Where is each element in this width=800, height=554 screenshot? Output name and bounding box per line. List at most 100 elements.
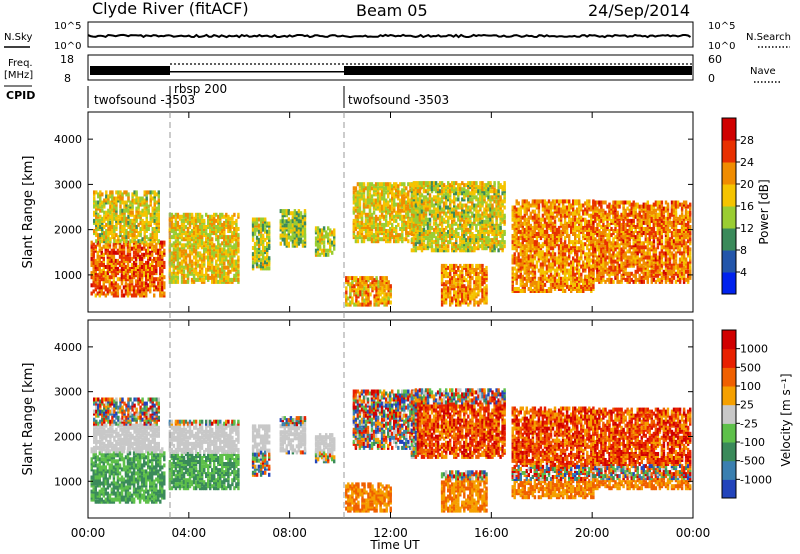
power-cell bbox=[453, 197, 456, 202]
power-cell bbox=[223, 237, 226, 242]
power-cell bbox=[495, 203, 498, 208]
power-cell bbox=[264, 266, 267, 271]
power-cell bbox=[119, 190, 122, 195]
power-cell bbox=[196, 237, 200, 242]
power-cell bbox=[455, 302, 458, 307]
power-cell bbox=[399, 214, 402, 219]
power-cell bbox=[399, 227, 402, 231]
power-cell bbox=[237, 227, 240, 231]
power-cell bbox=[527, 236, 530, 241]
power-cell bbox=[529, 225, 532, 230]
power-cell bbox=[440, 199, 444, 204]
power-cell bbox=[303, 231, 307, 236]
power-cell bbox=[503, 191, 506, 196]
power-cell bbox=[170, 218, 174, 223]
power-cell bbox=[233, 227, 236, 231]
power-cell bbox=[155, 269, 158, 274]
power-cell bbox=[395, 239, 398, 244]
power-cell bbox=[362, 237, 366, 242]
power-cell bbox=[145, 208, 148, 213]
power-cell bbox=[180, 214, 184, 219]
power-cell bbox=[355, 288, 358, 293]
power-cell bbox=[493, 187, 496, 192]
power-cell bbox=[130, 279, 134, 284]
power-cell bbox=[416, 191, 420, 196]
power-cell bbox=[535, 232, 539, 236]
power-cell bbox=[139, 220, 142, 225]
power-cell bbox=[440, 223, 444, 228]
power-cell bbox=[136, 265, 140, 269]
power-cell bbox=[487, 219, 490, 224]
power-cell bbox=[138, 254, 142, 259]
power-cell bbox=[133, 198, 136, 203]
power-cell bbox=[551, 242, 555, 247]
power-cell bbox=[141, 202, 144, 207]
power-cell bbox=[253, 221, 257, 226]
power-cell bbox=[407, 212, 410, 217]
power-cell bbox=[533, 234, 537, 238]
power-cell bbox=[449, 225, 452, 230]
power-cell bbox=[369, 282, 372, 287]
power-cell bbox=[219, 279, 222, 284]
power-cell bbox=[551, 232, 555, 236]
power-cell bbox=[487, 242, 490, 247]
power-cell bbox=[493, 225, 496, 230]
power-cell bbox=[113, 204, 116, 209]
power-cell bbox=[122, 263, 126, 267]
power-cell bbox=[147, 285, 150, 290]
power-cell bbox=[140, 240, 144, 245]
power-cell bbox=[90, 283, 93, 288]
power-cell bbox=[422, 211, 426, 216]
power-cell bbox=[123, 222, 126, 227]
power-cell bbox=[103, 225, 106, 229]
power-cell bbox=[325, 234, 328, 239]
power-cell bbox=[235, 231, 238, 236]
power-cell bbox=[196, 229, 200, 233]
power-cell bbox=[174, 257, 178, 262]
power-cell bbox=[190, 212, 194, 217]
power-cell bbox=[140, 273, 144, 278]
power-cell bbox=[153, 208, 156, 213]
power-cell bbox=[424, 244, 428, 249]
power-cell bbox=[233, 220, 236, 225]
power-cell bbox=[366, 229, 370, 233]
power-cell bbox=[127, 220, 130, 225]
power-cell bbox=[378, 196, 382, 201]
power-cell bbox=[140, 265, 144, 269]
power-cell bbox=[499, 232, 502, 236]
power-cell bbox=[451, 276, 454, 281]
power-cell bbox=[529, 270, 532, 275]
power-cell bbox=[553, 258, 557, 263]
power-cell bbox=[198, 218, 202, 223]
power-cell bbox=[299, 239, 303, 244]
power-cell bbox=[223, 261, 226, 266]
power-cell bbox=[525, 232, 528, 236]
power-cell bbox=[192, 237, 196, 242]
power-cell bbox=[533, 203, 537, 208]
power-cell bbox=[491, 189, 494, 194]
power-cell bbox=[155, 225, 158, 229]
power-cell bbox=[551, 236, 555, 241]
power-cell bbox=[382, 186, 386, 191]
power-cell bbox=[457, 191, 460, 196]
power-cell bbox=[235, 259, 238, 264]
power-cell bbox=[515, 207, 518, 212]
power-cell bbox=[293, 227, 297, 232]
power-cell bbox=[440, 232, 444, 236]
power-cell bbox=[495, 242, 498, 247]
power-cell bbox=[387, 231, 390, 236]
power-cell bbox=[405, 200, 408, 205]
power-cell bbox=[533, 213, 537, 218]
power-cell bbox=[223, 275, 226, 280]
power-cell bbox=[113, 237, 116, 242]
power-cell bbox=[322, 252, 326, 257]
power-cell bbox=[364, 186, 368, 191]
power-cell bbox=[237, 212, 240, 217]
power-cell bbox=[128, 279, 132, 284]
power-cell bbox=[511, 234, 514, 238]
power-cell bbox=[99, 208, 102, 213]
power-cell bbox=[377, 284, 380, 289]
power-cell bbox=[531, 232, 535, 236]
power-cell bbox=[537, 223, 541, 228]
power-heatmap bbox=[90, 181, 692, 307]
